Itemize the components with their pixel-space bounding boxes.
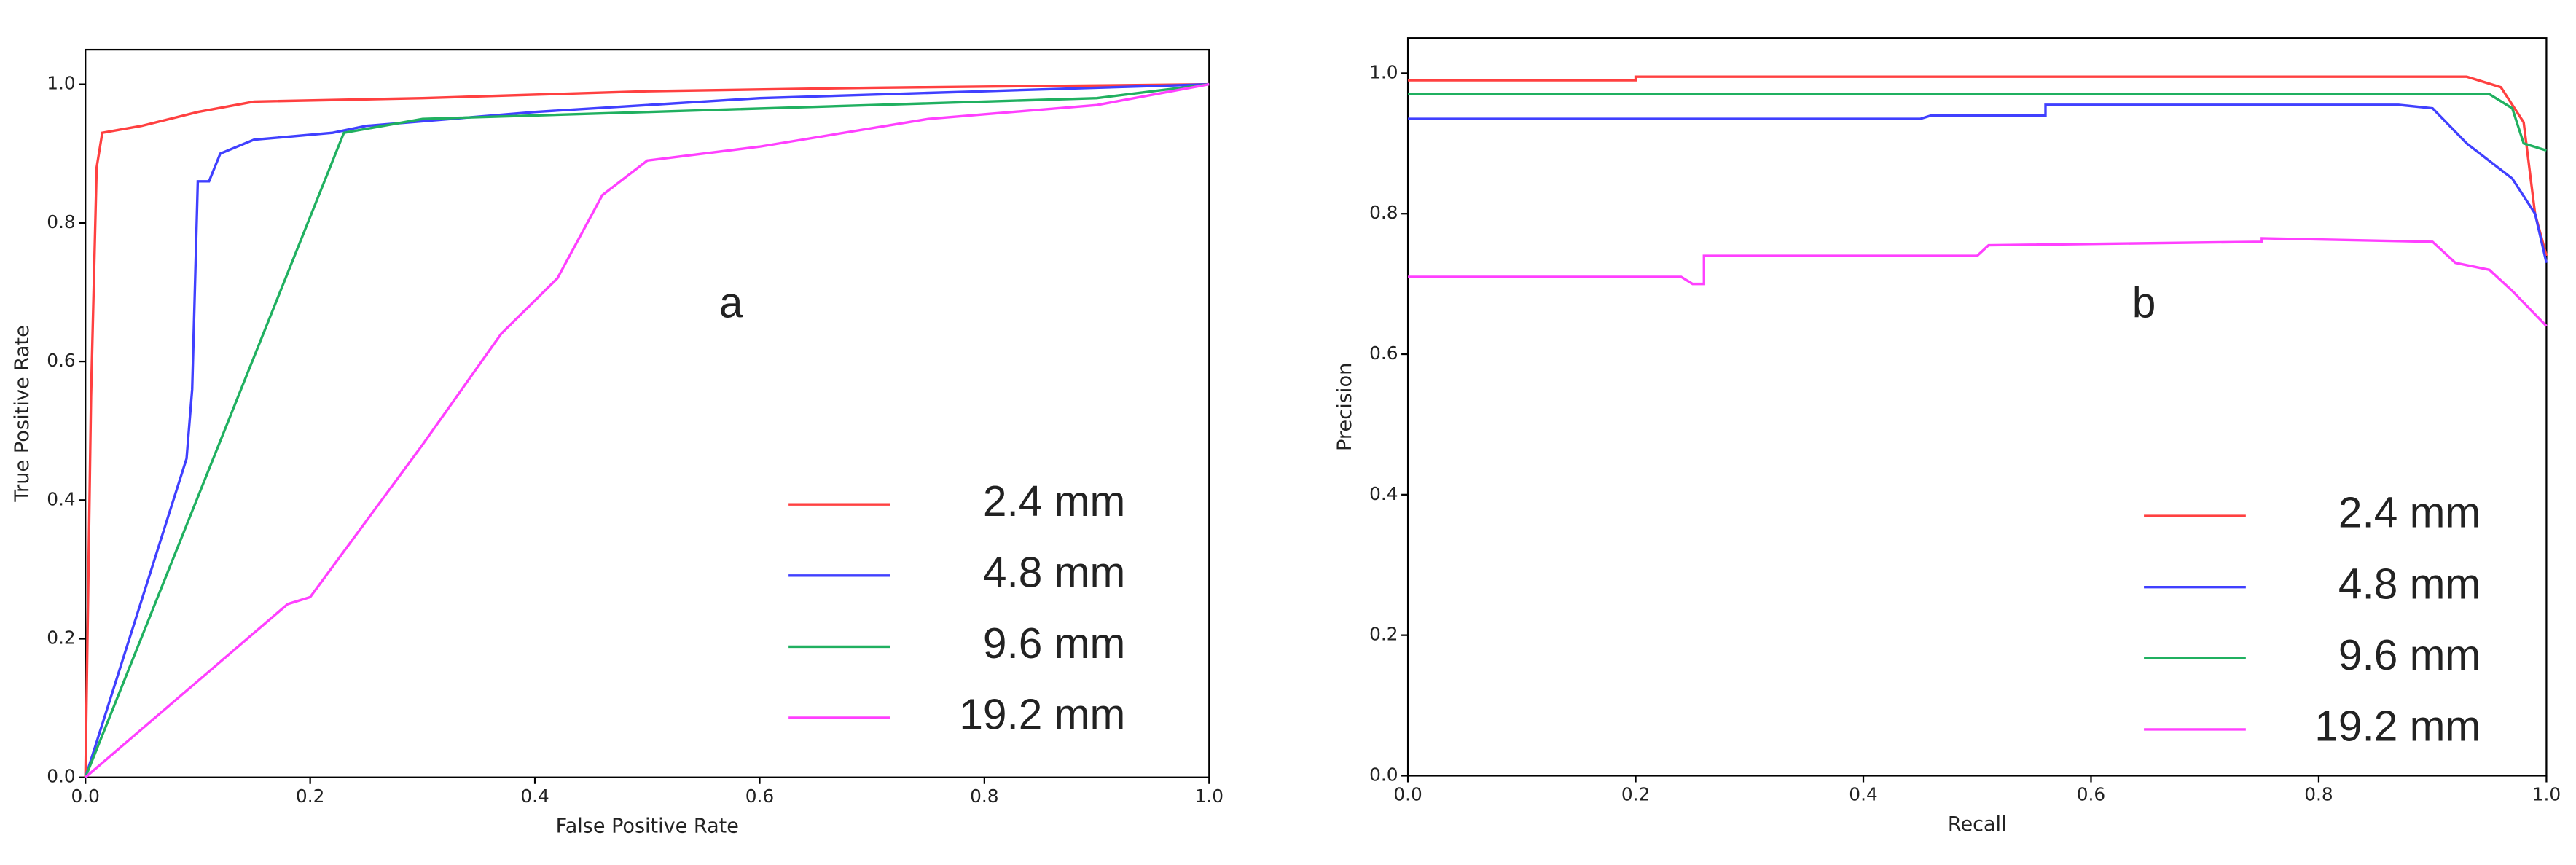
series-line (85, 82, 1210, 779)
x-tick-label: 0.2 (296, 786, 324, 807)
x-tick-label: 0.6 (2077, 784, 2105, 805)
x-tick-label: 0.0 (1393, 784, 1422, 805)
x-tick-label: 0.2 (1621, 784, 1650, 805)
x-tick-label: 0.4 (1849, 784, 1877, 805)
legend-label: 4.8 mm (2338, 560, 2481, 608)
y-axis-label: Precision (1334, 363, 1356, 451)
y-tick-label: 0.6 (47, 350, 75, 371)
y-tick-label: 0.4 (1369, 483, 1398, 504)
legend-label: 2.4 mm (983, 478, 1125, 525)
y-tick-label: 0.2 (1369, 624, 1398, 645)
series-line (84, 82, 1210, 778)
legend-label: 2.4 mm (2338, 490, 2481, 537)
x-tick-label: 0.6 (745, 786, 774, 807)
x-tick-label: 0.0 (71, 786, 100, 807)
series-line (1408, 93, 2547, 152)
annotation: a (719, 279, 743, 326)
x-tick-label: 1.0 (2532, 784, 2561, 805)
x-axis-label: Recall (1948, 813, 2007, 836)
legend-label: 4.8 mm (983, 549, 1125, 596)
y-tick-label: 0.2 (47, 627, 75, 648)
y-tick-label: 0.0 (1369, 764, 1398, 785)
series-line (1408, 103, 2548, 264)
legend-label: 19.2 mm (959, 691, 1125, 738)
y-tick-label: 0.0 (47, 766, 75, 787)
y-tick-label: 0.6 (1369, 343, 1398, 364)
y-tick-label: 0.4 (47, 488, 75, 509)
annotation: b (2132, 279, 2156, 326)
legend-label: 9.6 mm (2338, 632, 2481, 679)
x-axis-label: False Positive Rate (556, 815, 739, 837)
y-tick-label: 1.0 (1369, 61, 1398, 82)
plot-frame (1406, 37, 2548, 777)
legend-label: 19.2 mm (2314, 702, 2481, 750)
legend-label: 9.6 mm (983, 620, 1125, 668)
series-line (1408, 75, 2548, 257)
x-tick-label: 0.8 (970, 786, 998, 807)
series-line (84, 82, 1210, 778)
x-tick-label: 0.8 (2304, 784, 2333, 805)
series-line (84, 82, 1210, 778)
y-tick-label: 0.8 (47, 211, 75, 232)
y-axis-label: True Positive Rate (11, 325, 34, 502)
series-line (1408, 237, 2548, 327)
x-tick-label: 1.0 (1195, 786, 1224, 807)
y-tick-label: 0.8 (1369, 202, 1398, 223)
y-tick-label: 1.0 (47, 73, 75, 94)
x-tick-label: 0.4 (520, 786, 549, 807)
plot-frame (85, 48, 1210, 778)
